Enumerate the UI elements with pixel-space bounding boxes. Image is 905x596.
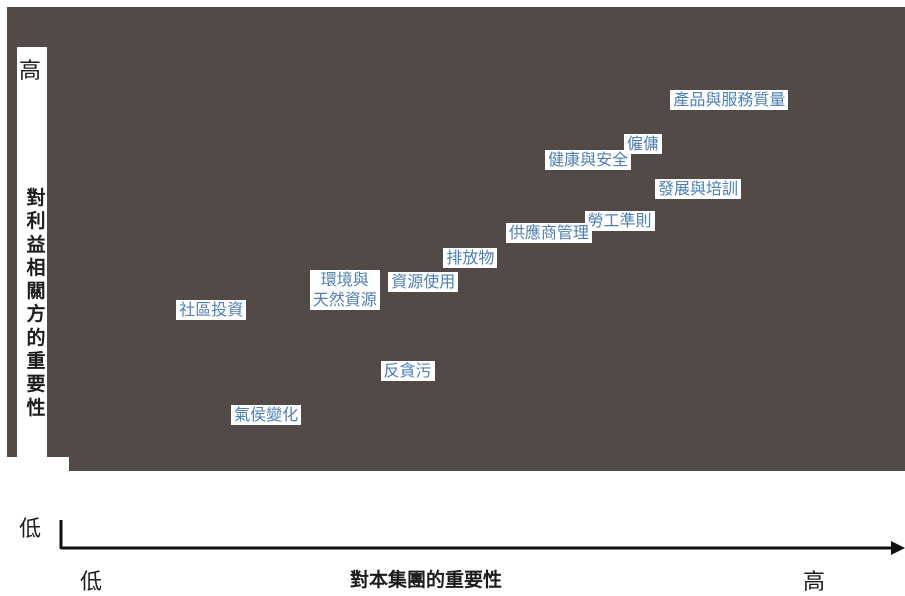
data-point-label: 發展與培訓: [654, 178, 742, 199]
y-axis-band: [17, 47, 47, 470]
data-point-label: 資源使用: [388, 271, 459, 292]
data-point-label: 健康與安全: [545, 150, 632, 171]
x-axis-label: 對本集團的重要性: [350, 569, 503, 591]
data-point-label: 勞工準則: [584, 211, 655, 232]
data-point-label: 供應商管理: [505, 223, 592, 244]
y-tick-high: 高: [19, 59, 42, 84]
plot-area: [7, 7, 905, 457]
y-tick-low: 低: [19, 517, 42, 542]
data-point-label: 產品與服務質量: [670, 89, 789, 110]
x-axis-arrowhead: [891, 541, 905, 555]
data-point-label: 反貪污: [380, 360, 435, 381]
data-point-label: 環境與 天然資源: [309, 269, 380, 310]
y-axis-label: 對利益相關方的重要性: [26, 187, 46, 419]
plot-area-lower: [69, 457, 905, 471]
data-point-label: 排放物: [443, 247, 498, 268]
data-point-label: 僱傭: [624, 134, 663, 155]
data-point-label: 社區投資: [176, 300, 247, 321]
data-point-label: 氣侯變化: [231, 405, 302, 426]
